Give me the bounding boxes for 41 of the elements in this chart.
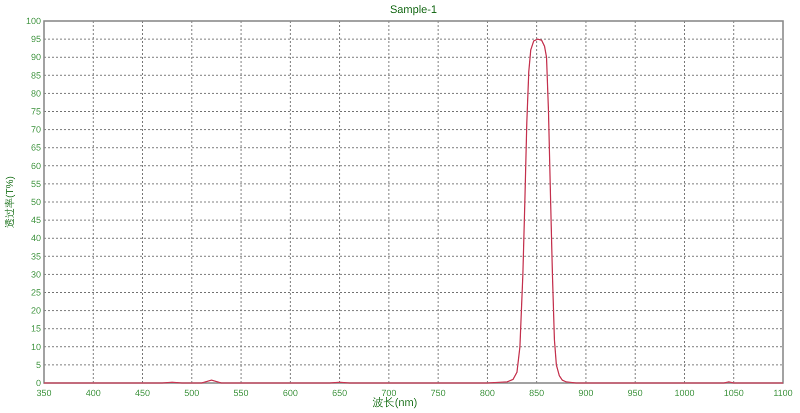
y-tick-label: 5 bbox=[36, 360, 41, 370]
y-tick-label: 55 bbox=[30, 178, 41, 189]
x-tick-label: 500 bbox=[184, 388, 200, 398]
y-tick-label: 45 bbox=[30, 215, 41, 226]
y-tick-label: 0 bbox=[36, 378, 41, 388]
y-tick-label: 10 bbox=[30, 342, 41, 352]
chart-title: Sample-1 bbox=[390, 4, 438, 16]
y-tick-label: 60 bbox=[30, 160, 41, 171]
y-tick-label: 40 bbox=[30, 233, 41, 244]
y-tick-label: 85 bbox=[30, 70, 41, 80]
y-tick-label: 95 bbox=[30, 34, 41, 44]
y-tick-label: 20 bbox=[30, 306, 41, 316]
x-tick-label: 400 bbox=[86, 388, 101, 398]
x-tick-label: 950 bbox=[628, 388, 643, 398]
y-tick-label: 100 bbox=[26, 16, 41, 26]
y-tick-label: 35 bbox=[30, 251, 41, 262]
line-series bbox=[43, 38, 784, 384]
y-axis-title: 透过率(T%) bbox=[4, 176, 16, 228]
y-tick-label: 90 bbox=[30, 52, 41, 62]
y-tick-label: 50 bbox=[30, 197, 41, 207]
x-tick-label: 550 bbox=[234, 388, 249, 398]
x-tick-label: 1050 bbox=[724, 388, 744, 398]
x-tick-label: 850 bbox=[529, 388, 544, 398]
x-tick-label: 700 bbox=[381, 388, 396, 398]
x-axis-title: 波长(nm) bbox=[372, 396, 418, 409]
x-tick-label: 450 bbox=[135, 388, 150, 398]
x-tick-label: 650 bbox=[332, 388, 348, 398]
x-tick-label: 1100 bbox=[773, 388, 793, 398]
x-tick-label: 1000 bbox=[674, 388, 694, 398]
y-tick-label: 70 bbox=[30, 124, 41, 135]
y-tick-label: 25 bbox=[30, 288, 41, 298]
x-tick-label: 600 bbox=[282, 388, 298, 398]
x-tick-label: 350 bbox=[36, 388, 52, 398]
y-tick-label: 15 bbox=[30, 324, 41, 334]
y-tick-label: 65 bbox=[30, 142, 41, 153]
x-tick-label: 800 bbox=[480, 388, 495, 398]
y-tick-label: 30 bbox=[30, 269, 41, 280]
y-tick-label: 80 bbox=[30, 88, 41, 98]
y-tick-label: 75 bbox=[30, 106, 41, 116]
x-tick-label: 750 bbox=[430, 388, 446, 398]
x-tick-label: 900 bbox=[578, 388, 594, 398]
